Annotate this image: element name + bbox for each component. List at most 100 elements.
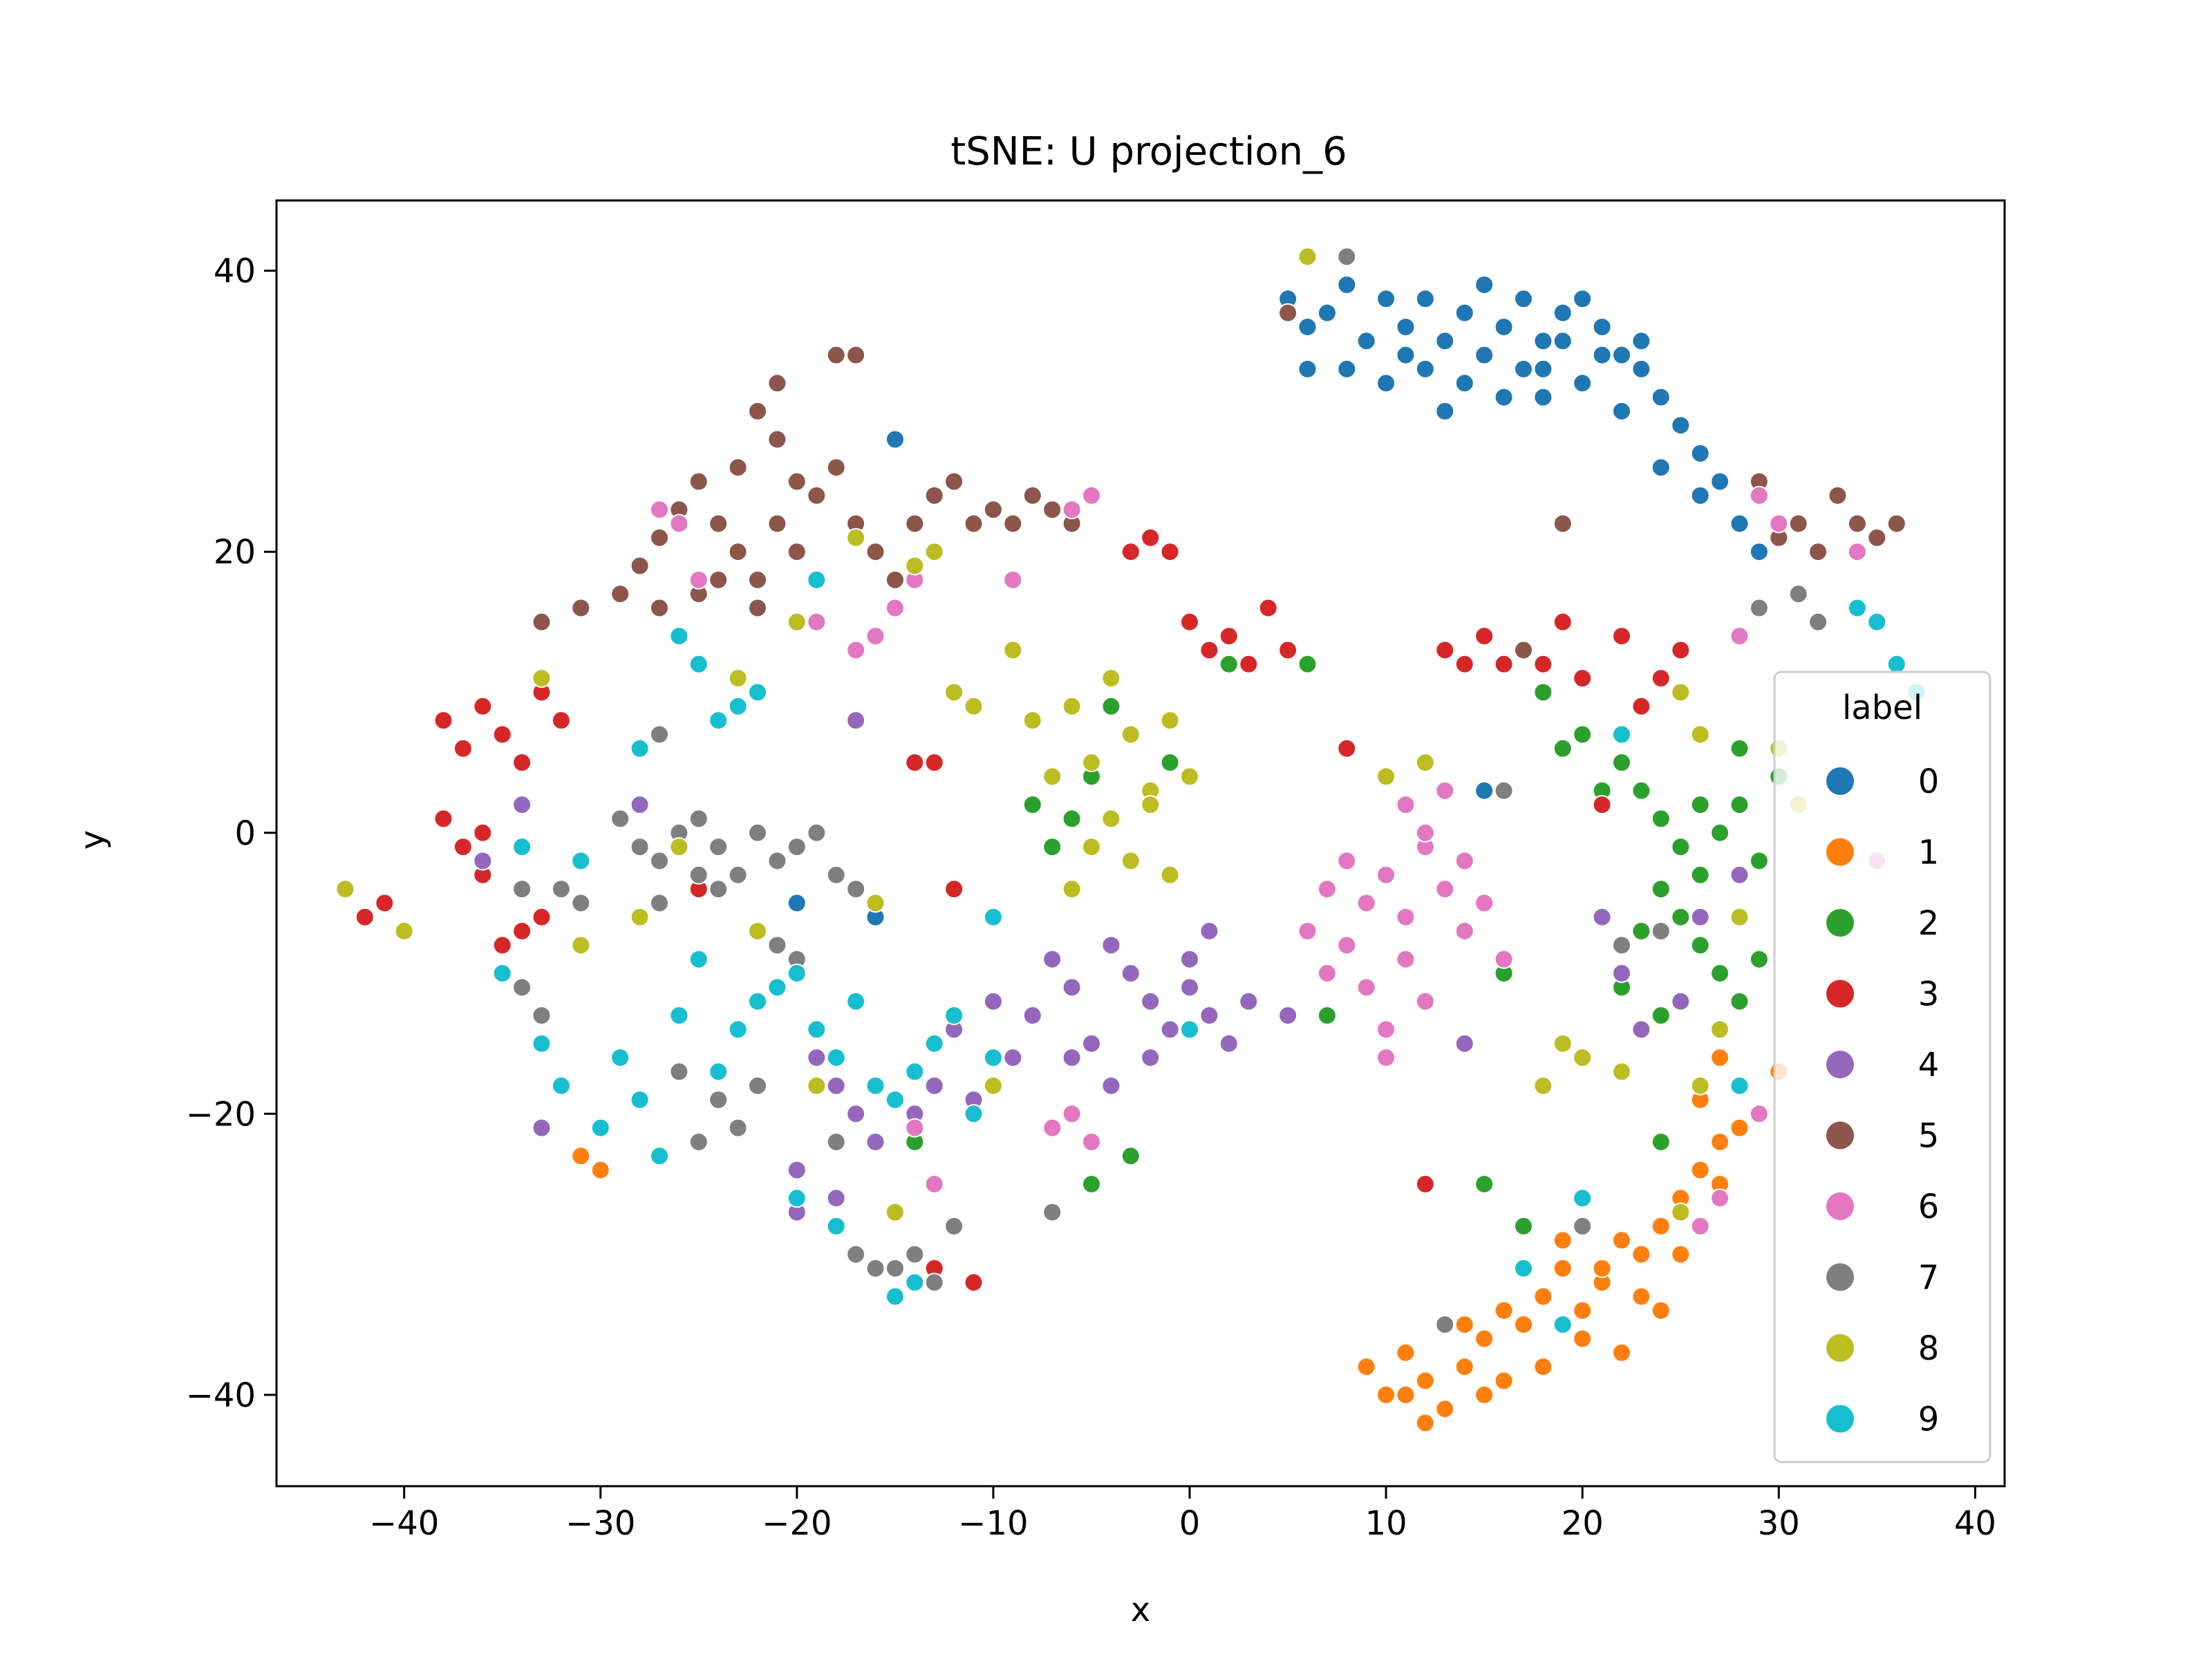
x-tick-label: −30 bbox=[565, 1504, 635, 1543]
data-point bbox=[1003, 1048, 1023, 1067]
data-point bbox=[1376, 1385, 1396, 1405]
data-point bbox=[1573, 724, 1593, 744]
data-point bbox=[355, 907, 375, 927]
data-point bbox=[1612, 1230, 1631, 1250]
data-point bbox=[1710, 1020, 1730, 1040]
data-point bbox=[885, 1286, 905, 1306]
data-point bbox=[1062, 879, 1082, 899]
data-point bbox=[885, 1090, 905, 1109]
data-point bbox=[1199, 921, 1219, 941]
data-point bbox=[1671, 837, 1691, 857]
data-point bbox=[1042, 949, 1062, 969]
y-tick-label: 0 bbox=[234, 814, 256, 853]
data-point bbox=[1141, 991, 1161, 1011]
data-point bbox=[1533, 654, 1553, 674]
data-point bbox=[1435, 1315, 1455, 1335]
data-point bbox=[944, 879, 964, 899]
y-tick-label: 40 bbox=[214, 252, 256, 291]
legend-label-3: 3 bbox=[1918, 975, 1940, 1014]
data-point bbox=[453, 738, 473, 758]
data-point bbox=[1180, 949, 1199, 969]
data-point bbox=[807, 1048, 827, 1067]
legend-marker-4 bbox=[1826, 1051, 1854, 1078]
data-point bbox=[688, 471, 709, 491]
data-point bbox=[1730, 907, 1750, 927]
data-point bbox=[433, 711, 453, 731]
data-point bbox=[905, 556, 925, 576]
data-point bbox=[1160, 753, 1180, 773]
data-point bbox=[1337, 275, 1357, 294]
data-point bbox=[1022, 1006, 1042, 1025]
data-point bbox=[1651, 1216, 1671, 1236]
data-point bbox=[846, 1244, 866, 1264]
data-point bbox=[1651, 1006, 1671, 1025]
y-axis-label: y bbox=[73, 830, 112, 850]
series-2 bbox=[905, 654, 1789, 1236]
data-point bbox=[1337, 738, 1357, 758]
data-point bbox=[1514, 359, 1533, 379]
data-point bbox=[885, 1258, 905, 1278]
data-point bbox=[1710, 964, 1730, 983]
legend-label-2: 2 bbox=[1918, 904, 1940, 943]
data-point bbox=[826, 458, 846, 478]
data-point bbox=[846, 879, 866, 899]
data-point bbox=[688, 570, 709, 590]
data-point bbox=[1612, 1062, 1631, 1082]
data-point bbox=[1141, 527, 1161, 547]
data-point bbox=[826, 1188, 846, 1208]
data-point bbox=[650, 500, 669, 520]
data-point bbox=[924, 1174, 944, 1194]
data-point bbox=[905, 1273, 925, 1293]
series-7 bbox=[512, 247, 1828, 1335]
data-point bbox=[1121, 851, 1141, 871]
data-point bbox=[983, 991, 1003, 1011]
data-point bbox=[1101, 696, 1121, 716]
data-point bbox=[709, 570, 729, 590]
legend-marker-5 bbox=[1826, 1121, 1854, 1150]
legend-marker-1 bbox=[1826, 838, 1854, 866]
data-point bbox=[748, 921, 767, 941]
x-axis-label: x bbox=[1131, 1591, 1150, 1629]
data-point bbox=[512, 795, 532, 815]
data-point bbox=[1297, 359, 1318, 379]
data-point bbox=[1180, 767, 1199, 787]
data-point bbox=[1160, 865, 1180, 885]
data-point bbox=[610, 1048, 630, 1067]
data-point bbox=[1671, 1244, 1691, 1264]
data-point bbox=[944, 682, 964, 702]
data-point bbox=[1141, 795, 1161, 815]
data-point bbox=[1690, 865, 1710, 885]
data-point bbox=[924, 1273, 944, 1293]
data-point bbox=[1690, 443, 1710, 463]
data-point bbox=[688, 865, 709, 885]
data-point bbox=[394, 921, 414, 941]
data-point bbox=[1160, 1020, 1180, 1040]
data-point bbox=[1710, 1132, 1730, 1152]
data-point bbox=[1631, 1244, 1651, 1264]
data-point bbox=[1730, 514, 1750, 534]
data-point bbox=[1730, 991, 1750, 1011]
x-axis: −40 −30 −20 −10 0 10 20 30 40 bbox=[369, 1486, 1996, 1543]
x-tick-label: 30 bbox=[1758, 1504, 1800, 1543]
data-point bbox=[688, 809, 709, 829]
legend-marker-8 bbox=[1826, 1334, 1854, 1362]
data-point bbox=[1573, 289, 1593, 309]
data-point bbox=[1042, 500, 1062, 520]
data-point bbox=[1494, 1300, 1514, 1320]
data-point bbox=[650, 527, 669, 547]
data-point bbox=[944, 471, 964, 491]
data-point bbox=[1376, 767, 1396, 787]
data-point bbox=[1376, 1020, 1396, 1040]
data-point bbox=[1082, 837, 1101, 857]
data-point bbox=[1592, 317, 1612, 337]
data-point bbox=[1396, 795, 1416, 815]
data-point bbox=[1121, 724, 1141, 744]
data-point bbox=[1454, 303, 1474, 323]
series-9 bbox=[492, 570, 1927, 1335]
data-point bbox=[473, 696, 493, 716]
data-point bbox=[1278, 640, 1298, 660]
data-point bbox=[532, 1006, 552, 1025]
plot-frame bbox=[275, 199, 2006, 1488]
data-point bbox=[1573, 1188, 1593, 1208]
data-point bbox=[1317, 1006, 1337, 1025]
